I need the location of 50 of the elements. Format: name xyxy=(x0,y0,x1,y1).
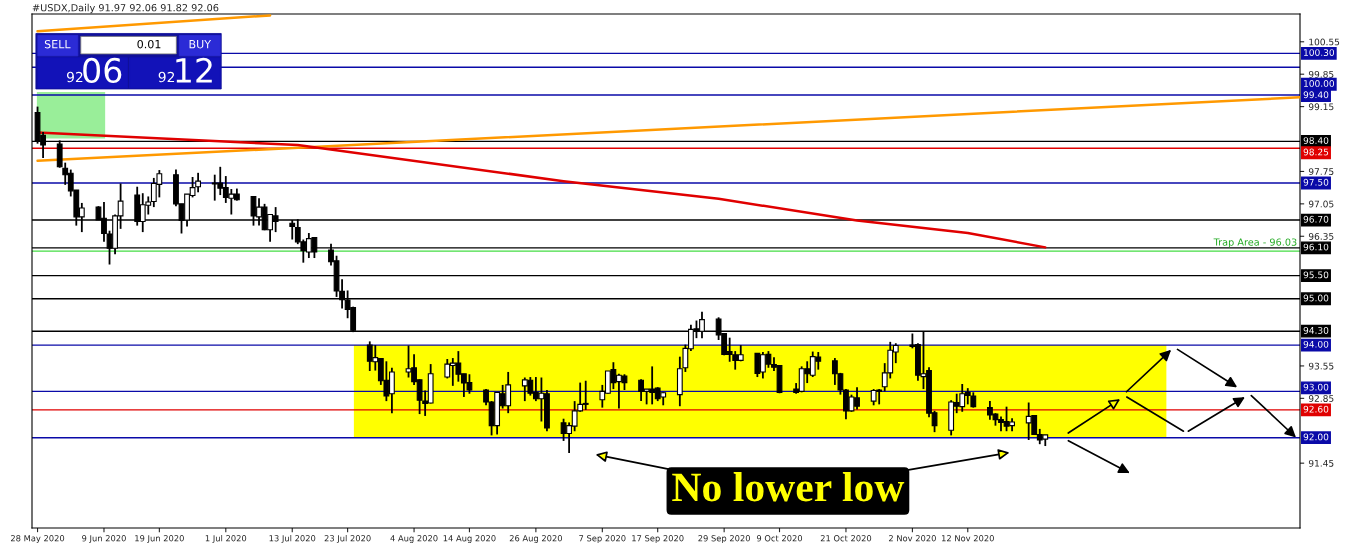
annotation: Trap Area - 96.03 xyxy=(1213,238,1297,248)
annotation: 92 xyxy=(66,71,83,83)
y-tick-label: 97.05 xyxy=(1308,200,1334,208)
x-tick-label: 1 Jul 2020 xyxy=(205,534,247,543)
x-tick-label: 2 Nov 2020 xyxy=(888,535,936,542)
ref-line-label: 98.40 xyxy=(1303,137,1329,144)
annotation: 12 xyxy=(176,57,212,83)
annotation: 92 xyxy=(158,71,175,83)
ref-line-label: 95.00 xyxy=(1303,294,1329,302)
x-tick-label: 23 Jul 2020 xyxy=(324,534,371,543)
ref-line-label: 93.00 xyxy=(1303,383,1329,391)
y-tick-label: 99.15 xyxy=(1308,103,1334,111)
y-tick-label: 100.55 xyxy=(1309,38,1340,46)
ref-line-label: 95.50 xyxy=(1303,271,1329,279)
x-tick-label: 13 Jul 2020 xyxy=(269,534,316,543)
y-tick-label: 92.85 xyxy=(1308,395,1334,402)
ref-line-label: 97.50 xyxy=(1303,178,1329,186)
x-tick-label: 9 Jun 2020 xyxy=(82,535,126,543)
x-tick-label: 12 Nov 2020 xyxy=(942,535,994,542)
x-tick-label: 19 Jun 2020 xyxy=(135,535,184,543)
ref-line-label: 100.30 xyxy=(1304,49,1335,56)
y-tick-label: 96.35 xyxy=(1308,233,1334,240)
x-tick-label: 17 Sep 2020 xyxy=(632,535,684,544)
y-tick-label: 93.55 xyxy=(1308,362,1334,370)
ref-line-label: 96.70 xyxy=(1303,215,1329,223)
annotation: BUY xyxy=(189,40,212,49)
annotation: 06 xyxy=(83,57,122,84)
ref-line-label: 94.30 xyxy=(1303,326,1329,334)
y-tick-label: 99.85 xyxy=(1308,70,1334,78)
ref-line-label: 96.10 xyxy=(1303,243,1329,251)
x-tick-label: 29 Sep 2020 xyxy=(698,535,750,544)
ref-line-label: 99.40 xyxy=(1303,91,1329,99)
annotation: SELL xyxy=(44,39,71,49)
y-tick-label: 91.45 xyxy=(1308,459,1334,467)
ref-line-label: 94.00 xyxy=(1303,340,1329,348)
annotation: No lower low xyxy=(672,472,905,502)
x-tick-label: 28 May 2020 xyxy=(10,535,65,544)
y-tick-label: 97.75 xyxy=(1308,168,1334,175)
x-tick-label: 4 Aug 2020 xyxy=(390,535,438,544)
x-tick-label: 14 Aug 2020 xyxy=(443,535,496,544)
x-tick-label: 7 Sep 2020 xyxy=(579,535,626,544)
annotation: 0.01 xyxy=(137,39,161,49)
x-tick-label: 26 Aug 2020 xyxy=(509,535,563,544)
x-tick-label: 9 Oct 2020 xyxy=(756,535,803,542)
ref-line-label: 100.00 xyxy=(1304,80,1335,87)
x-tick-label: 21 Oct 2020 xyxy=(820,535,872,542)
ref-line-label: 92.00 xyxy=(1303,433,1329,441)
ref-line-label: 98.25 xyxy=(1303,148,1329,156)
ref-line-label: 92.60 xyxy=(1303,405,1329,413)
chart-title: #USDX,Daily 91.97 92.06 91.82 92.06 xyxy=(32,3,219,14)
